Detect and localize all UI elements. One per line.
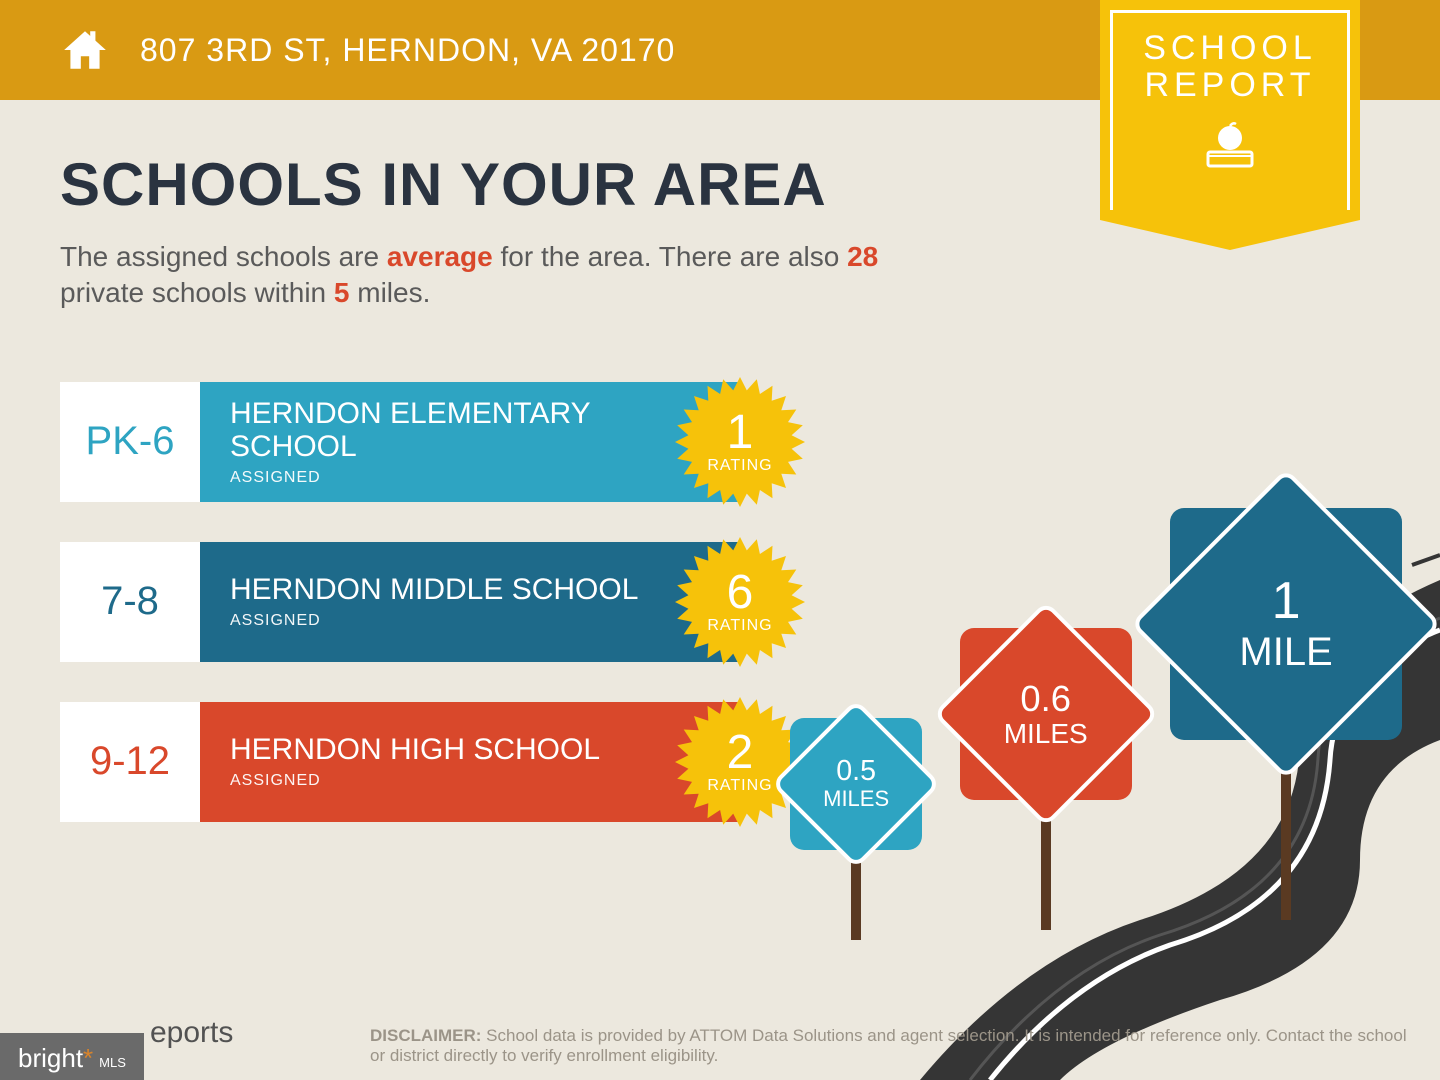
rating-label: RATING xyxy=(707,617,772,635)
rating-value: 6 xyxy=(727,569,754,617)
school-name: HERNDON ELEMENTARY SCHOOL xyxy=(230,397,710,463)
subtitle: The assigned schools are average for the… xyxy=(60,239,940,312)
apple-book-icon xyxy=(1200,120,1260,170)
rating-badge: 2 RATING xyxy=(675,697,805,827)
rating-value: 2 xyxy=(727,729,754,777)
watermark-brand: bright* xyxy=(18,1043,93,1074)
grade-box: 9-12 xyxy=(60,702,200,822)
reports-label: eports xyxy=(150,1016,233,1050)
school-row: 7-8 HERNDON MIDDLE SCHOOL ASSIGNED 6 RAT… xyxy=(60,542,740,662)
school-info: HERNDON MIDDLE SCHOOL ASSIGNED xyxy=(200,542,740,662)
badge-line2: REPORT xyxy=(1144,67,1315,104)
address-text: 807 3RD ST, HERNDON, VA 20170 xyxy=(140,32,675,69)
header-bar: 807 3RD ST, HERNDON, VA 20170 SCHOOL REP… xyxy=(0,0,1440,100)
watermark: bright*MLS xyxy=(0,1033,144,1080)
badge-line1: SCHOOL xyxy=(1143,30,1317,67)
school-name: HERNDON MIDDLE SCHOOL xyxy=(230,573,710,606)
school-status: ASSIGNED xyxy=(230,469,710,487)
school-name: HERNDON HIGH SCHOOL xyxy=(230,733,710,766)
school-info: HERNDON HIGH SCHOOL ASSIGNED xyxy=(200,702,740,822)
disclaimer: DISCLAIMER: School data is provided by A… xyxy=(370,1026,1410,1066)
school-status: ASSIGNED xyxy=(230,772,710,790)
rating-label: RATING xyxy=(707,777,772,795)
school-list: PK-6 HERNDON ELEMENTARY SCHOOL ASSIGNED … xyxy=(60,382,740,822)
rating-value: 1 xyxy=(727,409,754,457)
school-row: PK-6 HERNDON ELEMENTARY SCHOOL ASSIGNED … xyxy=(60,382,740,502)
rating-badge: 6 RATING xyxy=(675,537,805,667)
report-badge: SCHOOL REPORT xyxy=(1100,0,1360,220)
school-row: 9-12 HERNDON HIGH SCHOOL ASSIGNED 2 RATI… xyxy=(60,702,740,822)
home-icon xyxy=(60,25,110,75)
school-status: ASSIGNED xyxy=(230,612,710,630)
rating-badge: 1 RATING xyxy=(675,377,805,507)
rating-label: RATING xyxy=(707,457,772,475)
school-info: HERNDON ELEMENTARY SCHOOL ASSIGNED xyxy=(200,382,740,502)
grade-box: PK-6 xyxy=(60,382,200,502)
grade-box: 7-8 xyxy=(60,542,200,662)
